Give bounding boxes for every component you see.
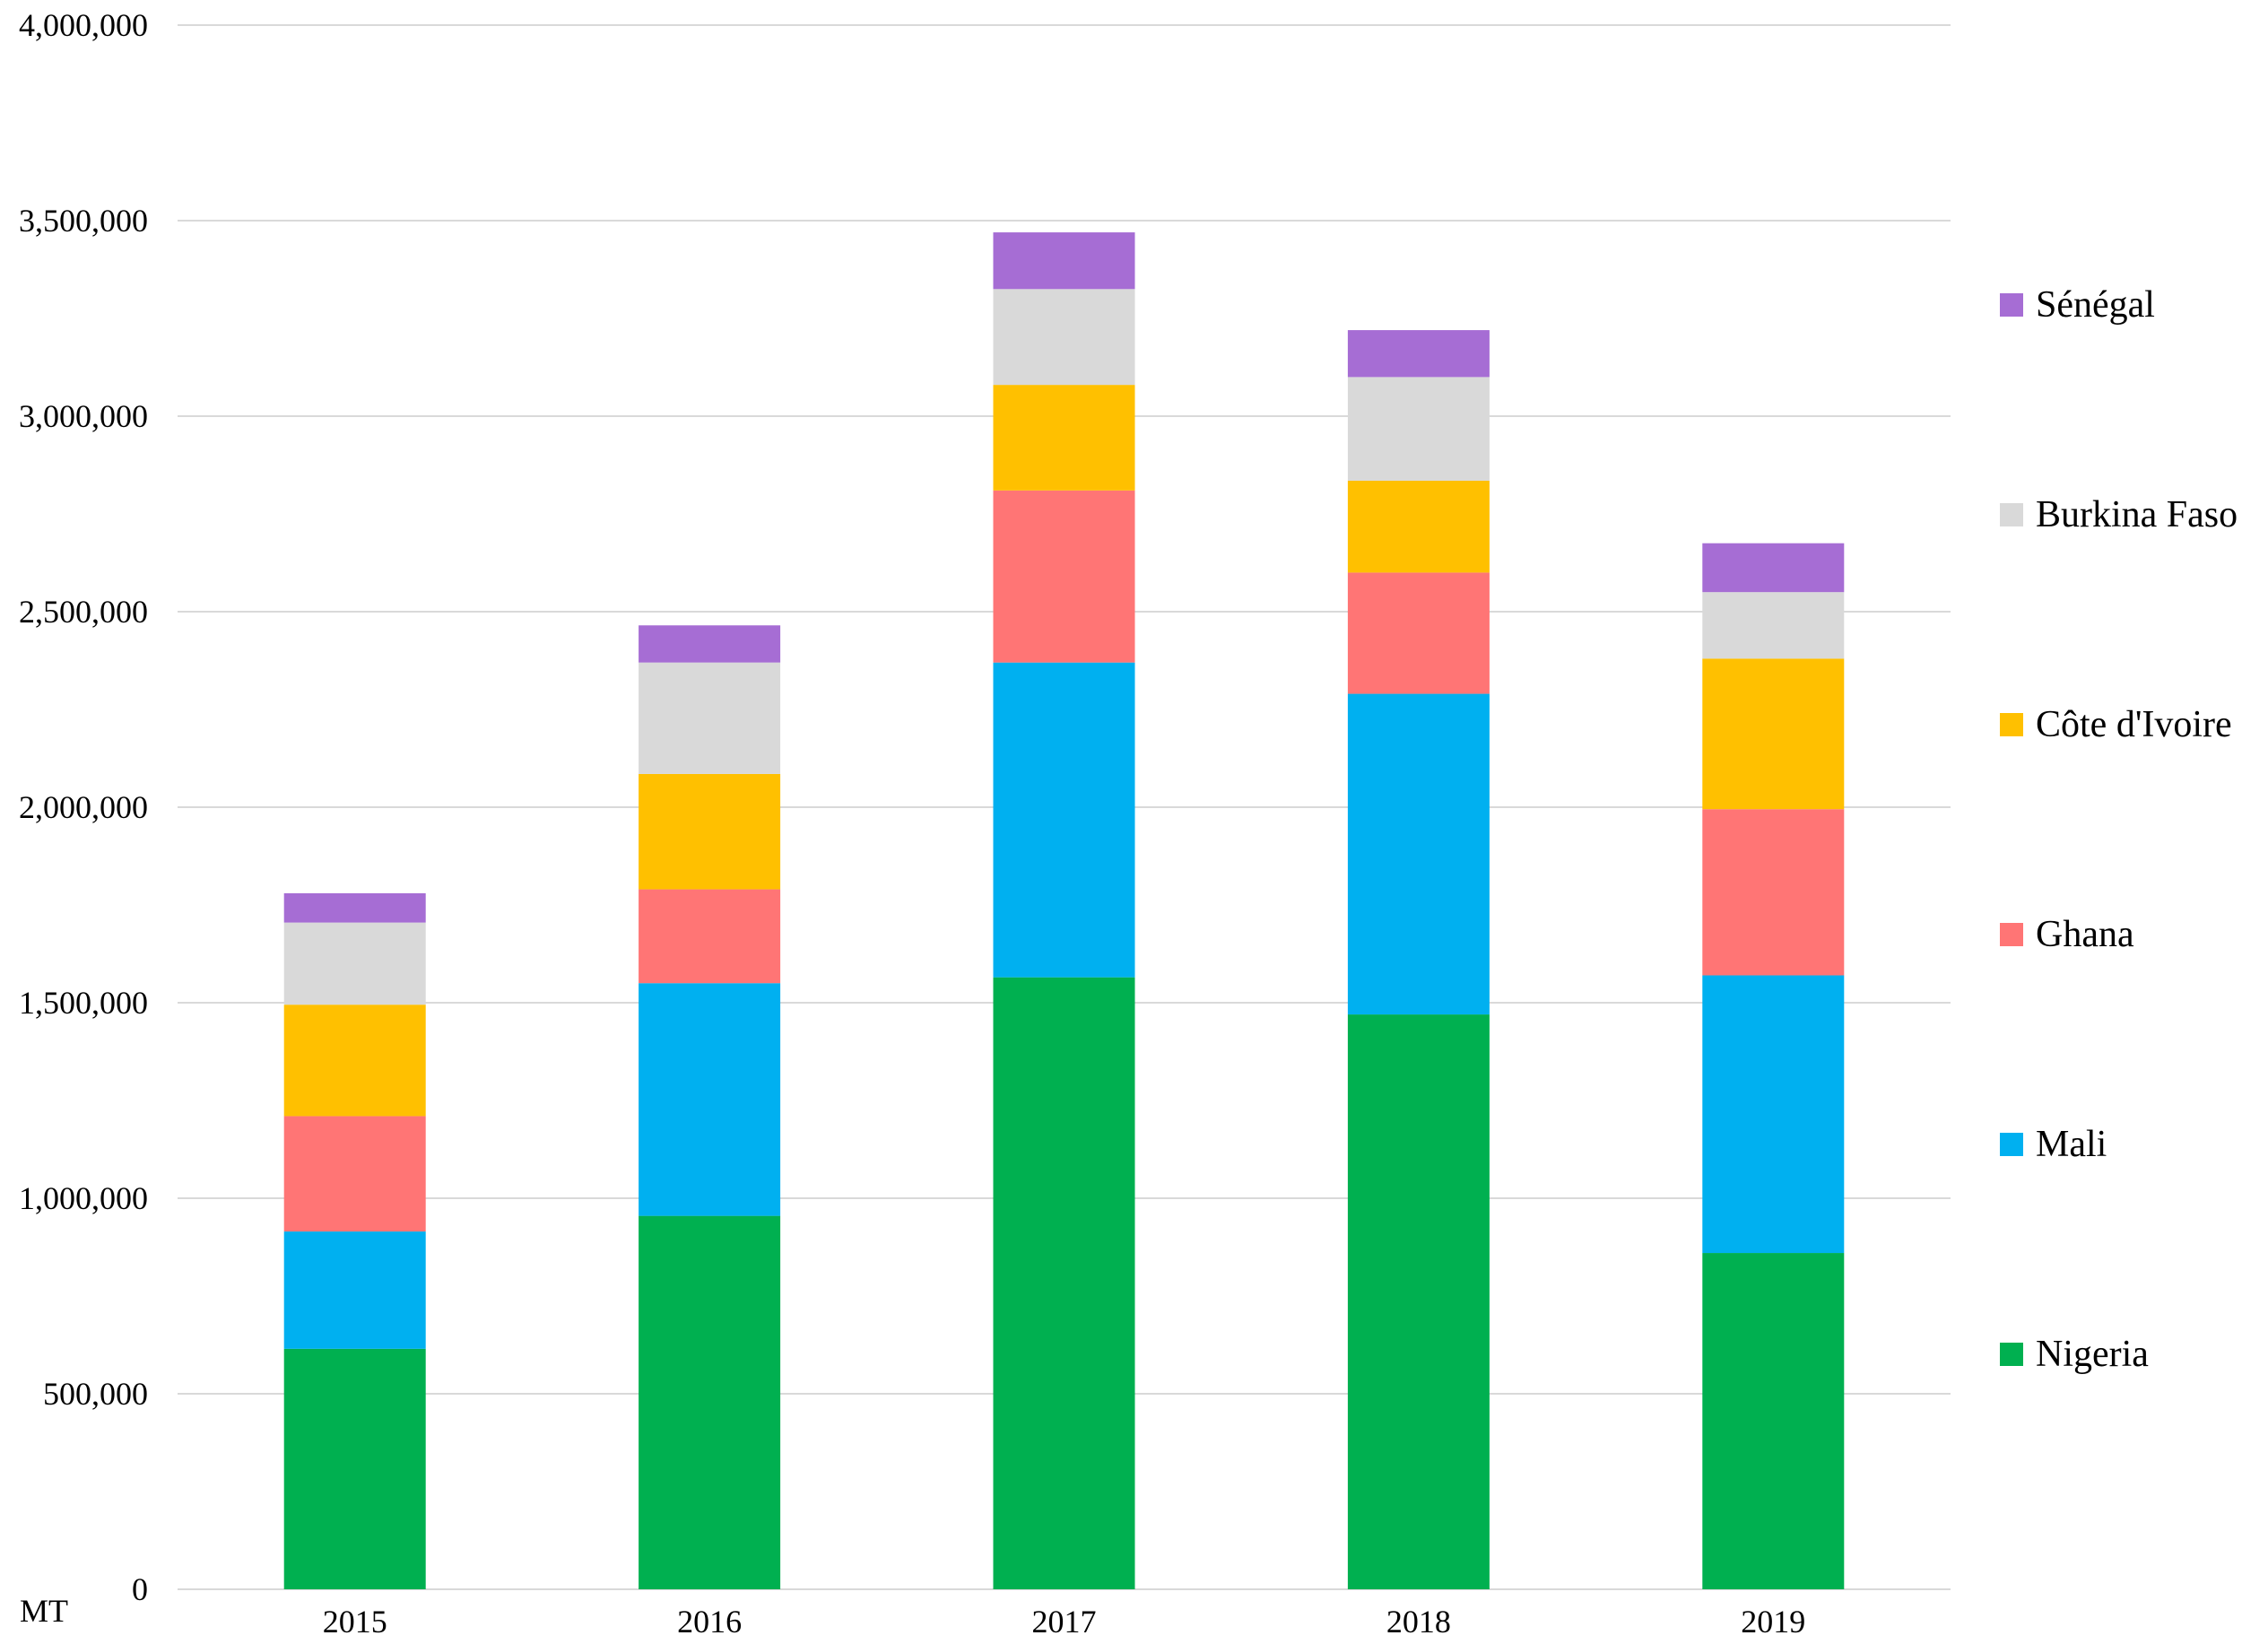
bar-segment-mali-2016 [639,983,781,1216]
bar-segment-ghana-2018 [1347,572,1490,694]
bars [283,232,1845,1589]
bar-segment-ghana-2015 [283,1116,426,1232]
bar-segment-nigeria-2015 [283,1348,426,1589]
y-tick-label: 1,500,000 [19,985,148,1021]
bar-segment-nigeria-2018 [1347,1014,1490,1589]
bar-segment-c-te-d-ivoire-2016 [639,773,781,890]
y-tick-label: 3,500,000 [19,203,148,239]
bar-segment-burkina-faso-2017 [993,289,1135,386]
legend-label: Burkina Faso [2036,494,2238,535]
bar-segment-c-te-d-ivoire-2015 [283,1005,426,1117]
legend-swatch [2000,293,2023,317]
y-tick-label: 4,000,000 [19,7,148,43]
bar-segment-mali-2018 [1347,693,1490,1015]
legend-label: Mali [2036,1124,2107,1165]
legend-swatch [2000,503,2023,526]
legend-label: Sénégal [2036,284,2155,326]
legend-swatch [2000,713,2023,736]
y-tick-label: 0 [132,1571,148,1607]
bar-segment-s-n-gal-2017 [993,232,1135,290]
y-tick-label: 500,000 [43,1376,148,1412]
bar-segment-burkina-faso-2019 [1702,592,1845,659]
bar-segment-burkina-faso-2015 [283,922,426,1005]
y-tick-label: 3,000,000 [19,398,148,434]
x-tick-label: 2017 [1032,1604,1097,1640]
x-tick-label: 2018 [1386,1604,1451,1640]
bar-segment-nigeria-2017 [993,977,1135,1589]
legend-label: Côte d'Ivoire [2036,704,2232,745]
bar-segment-burkina-faso-2018 [1347,377,1490,481]
y-tick-label: 2,000,000 [19,789,148,825]
bar-segment-nigeria-2019 [1702,1253,1845,1589]
legend-swatch [2000,1133,2023,1156]
bar-segment-c-te-d-ivoire-2018 [1347,480,1490,573]
y-axis-unit-label: MT [20,1593,68,1629]
legend-label: Ghana [2036,914,2134,955]
legend-swatch [2000,923,2023,946]
bar-segment-s-n-gal-2019 [1702,543,1845,593]
bar-segment-c-te-d-ivoire-2019 [1702,658,1845,810]
bar-segment-ghana-2016 [639,889,781,984]
bar-segment-mali-2017 [993,662,1135,978]
bar-segment-s-n-gal-2016 [639,625,781,663]
bar-segment-burkina-faso-2016 [639,662,781,774]
y-tick-label: 1,000,000 [19,1180,148,1216]
bar-segment-nigeria-2016 [639,1215,781,1589]
x-tick-label: 2015 [323,1604,387,1640]
bar-segment-mali-2019 [1702,975,1845,1254]
bar-segment-c-te-d-ivoire-2017 [993,385,1135,491]
bar-segment-s-n-gal-2018 [1347,330,1490,378]
y-axis-tick-labels: 0 500,000 1,000,000 1,500,000 2,000,000 2,500… [19,7,148,1607]
bar-segment-ghana-2017 [993,490,1135,663]
legend: Sénégal Burkina Faso Côte d'Ivoire Ghana Mal… [2000,284,2238,1375]
x-axis-tick-labels: 2015 2016 2017 2018 2019 [323,1604,1806,1640]
legend-swatch [2000,1343,2023,1366]
y-tick-label: 2,500,000 [19,594,148,630]
x-tick-label: 2016 [677,1604,742,1640]
bar-segment-mali-2015 [283,1231,426,1349]
bar-segment-s-n-gal-2015 [283,892,426,923]
bar-segment-ghana-2019 [1702,809,1845,976]
x-tick-label: 2019 [1741,1604,1805,1640]
legend-label: Nigeria [2036,1334,2149,1375]
